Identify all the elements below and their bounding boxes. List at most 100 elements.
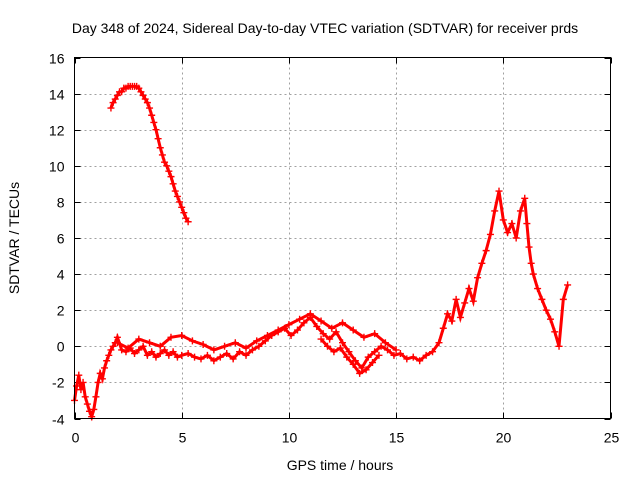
data-series: [107, 82, 192, 226]
data-point: [538, 295, 546, 303]
data-point: [135, 335, 143, 343]
data-point: [103, 357, 111, 365]
data-point: [88, 413, 96, 421]
data-point: [210, 357, 218, 365]
data-point: [364, 353, 372, 361]
data-point: [223, 350, 231, 358]
data-point: [371, 348, 379, 356]
data-point: [300, 319, 308, 327]
data-point: [456, 313, 464, 321]
data-point: [362, 366, 370, 374]
data-point: [523, 220, 531, 228]
data-point: [184, 350, 192, 358]
data-point: [98, 375, 106, 383]
data-point: [178, 203, 186, 211]
data-point: [345, 348, 353, 356]
data-point: [375, 351, 383, 359]
data-point: [199, 340, 207, 348]
data-point: [349, 360, 357, 368]
data-point: [551, 328, 559, 336]
data-point: [176, 198, 184, 206]
data-point: [381, 339, 389, 347]
data-point: [124, 344, 132, 352]
data-point: [229, 355, 237, 363]
data-point: [109, 342, 117, 350]
data-point: [169, 348, 177, 356]
data-point: [390, 351, 398, 359]
data-point: [154, 135, 162, 143]
data-point: [146, 104, 154, 112]
data-point: [285, 321, 293, 329]
y-tick-label: 0: [57, 339, 65, 355]
data-point: [231, 339, 239, 347]
data-point: [313, 322, 321, 330]
data-point: [79, 378, 87, 386]
data-point: [392, 346, 400, 354]
axis-ticks: 0 5 10 15 20 25 -4 -2 0 2 4 6 8 10 12 14 16: [49, 51, 620, 446]
data-point: [161, 346, 169, 354]
data-point: [83, 400, 91, 408]
data-point: [508, 220, 516, 228]
data-point: [143, 99, 151, 107]
data-point: [452, 295, 460, 303]
data-point: [141, 95, 149, 103]
data-point: [525, 243, 533, 251]
x-tick-label: 10: [282, 430, 298, 446]
data-point: [504, 229, 512, 237]
grid-lines: [74, 57, 611, 419]
data-point: [559, 295, 567, 303]
data-point: [184, 218, 192, 226]
data-point: [143, 351, 151, 359]
chart-title: Day 348 of 2024, Sidereal Day-to-day VTE…: [72, 20, 578, 36]
data-point: [527, 259, 535, 267]
data-point: [156, 144, 164, 152]
data-point: [296, 315, 304, 323]
data-point: [396, 350, 404, 358]
data-point: [148, 111, 156, 119]
y-tick-label: 10: [49, 159, 65, 175]
data-point: [546, 315, 554, 323]
data-point: [169, 180, 177, 188]
data-point: [118, 88, 126, 96]
data-point: [512, 234, 520, 242]
plot-frame: [74, 57, 611, 419]
data-point: [444, 310, 452, 318]
data-point: [332, 328, 340, 336]
x-tick-label: 5: [179, 430, 187, 446]
data-point: [86, 407, 94, 415]
data-point: [371, 330, 379, 338]
data-point: [107, 346, 115, 354]
data-point: [253, 337, 261, 345]
data-point: [122, 348, 130, 356]
data-point: [216, 353, 224, 361]
data-point: [111, 95, 119, 103]
data-point: [384, 346, 392, 354]
data-point: [461, 299, 469, 307]
data-point: [105, 351, 113, 359]
data-point: [139, 342, 147, 350]
data-point: [197, 355, 205, 363]
y-tick-label: -2: [52, 375, 65, 391]
data-point: [323, 342, 331, 350]
data-point: [356, 369, 364, 377]
data-point: [221, 342, 229, 350]
data-points: [71, 82, 572, 422]
data-point: [422, 351, 430, 359]
data-point: [178, 351, 186, 359]
data-point: [555, 342, 563, 350]
data-point: [495, 187, 503, 195]
data-point: [474, 274, 482, 282]
data-point: [131, 350, 139, 358]
data-point: [478, 259, 486, 267]
data-point: [263, 331, 271, 339]
data-point: [156, 342, 164, 350]
data-point: [242, 344, 250, 352]
data-point: [360, 333, 368, 341]
data-point: [416, 357, 424, 365]
data-point: [491, 207, 499, 215]
data-point: [349, 326, 357, 334]
data-point: [75, 371, 83, 379]
data-point: [77, 386, 85, 394]
data-point: [161, 158, 169, 166]
data-point: [306, 310, 314, 318]
